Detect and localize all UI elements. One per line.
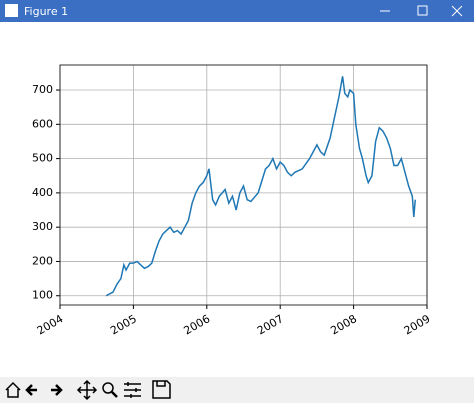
close-button[interactable] [451,5,463,17]
y-tick-label: 700 [32,83,53,96]
x-tick-label: 2004 [35,312,66,337]
price-line [105,76,417,297]
axes-frame [59,64,428,306]
x-tick-label: 2006 [182,312,213,337]
title-bar [0,0,474,22]
plot: 100 200 300 400 500 600 700 2004 2005 2006 2007 200… [32,64,433,338]
y-tick-label: 500 [32,152,53,165]
y-tick-label: 600 [32,117,53,130]
window-title: Figure 1 [24,5,68,18]
zoom-button[interactable] [102,382,118,398]
save-button[interactable] [152,380,171,399]
x-tick-label: 2009 [402,312,433,337]
y-tick-label: 300 [32,220,53,233]
configure-button[interactable] [124,382,141,398]
x-tick-label: 2008 [328,312,359,337]
y-tick-label: 100 [32,289,53,302]
y-tick-label: 400 [32,186,53,199]
toolbar [0,377,474,403]
maximize-button[interactable] [417,5,428,16]
back-button[interactable] [25,384,37,396]
home-button[interactable] [5,381,21,398]
y-tick-label: 200 [32,254,53,267]
pan-button[interactable] [76,379,98,401]
x-tick-label: 2005 [108,312,139,337]
x-tick-label: 2007 [255,312,286,337]
forward-button[interactable] [51,384,63,396]
app-icon [5,4,18,17]
